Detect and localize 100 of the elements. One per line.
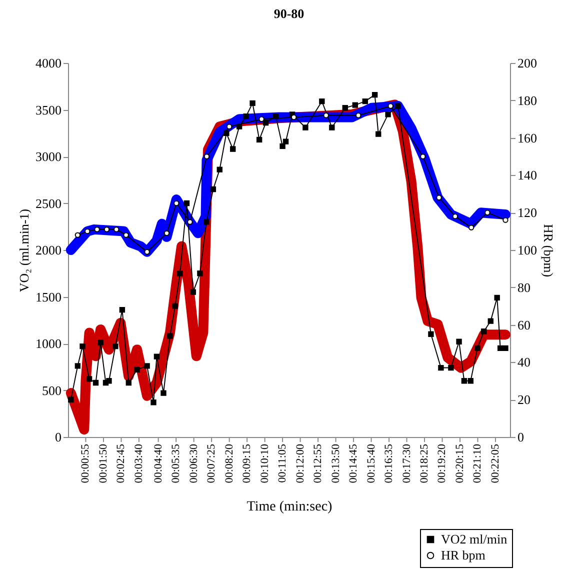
point [488,318,494,324]
y-axis-title: VO₂ (ml.min-1) [16,208,32,292]
point [280,143,286,150]
point [352,102,358,108]
point [94,226,100,232]
chart-title: 90-80 [274,6,304,21]
point [452,214,458,220]
x-tick-label: 00:20:15 [454,444,466,484]
point [84,228,90,234]
point [167,333,173,339]
y2-tick-label: 40 [518,354,530,370]
point [216,166,222,172]
x-tick-label: 00:11:05 [276,444,289,483]
point [172,303,178,309]
point [461,378,468,384]
point [256,136,262,143]
point [204,219,210,225]
point [448,364,454,371]
point [144,363,150,369]
point [154,354,160,360]
x-tick-label: 00:21:10 [472,444,484,484]
point [184,200,190,206]
point [210,186,216,192]
point [164,230,170,236]
point [342,105,348,111]
point [160,390,166,396]
x-tick-label: 00:22:05 [489,444,502,484]
point [123,232,129,238]
point [150,400,156,406]
x-tick-label: 00:17:30 [400,444,413,484]
x-tick-label: 00:15:40 [365,444,378,484]
point [119,306,126,313]
x-tick-label: 00:05:35 [170,444,182,484]
point [243,113,249,120]
point [362,98,368,104]
x-tick-label: 00:12:00 [294,444,306,484]
point [104,226,110,232]
point [250,100,256,106]
point [468,224,474,230]
x-tick-label: 00:01:50 [97,444,110,484]
point [177,270,183,276]
y-tick-label: 500 [42,382,62,398]
y2-tick-label: 20 [518,392,530,408]
x-axis-title: Time (min:sec) [246,500,333,514]
y-tick-label: 3000 [36,149,62,164]
y2-tick-label: 100 [518,242,537,258]
point [323,112,329,118]
point [372,92,378,98]
point [187,219,193,225]
point [86,376,92,382]
y2-tick-label: 160 [518,130,537,146]
point [262,120,269,126]
y-tick-label: 2000 [36,242,62,258]
point [468,378,474,384]
x-tick-label: 00:06:30 [188,444,200,484]
y2-tick-label: 0 [518,430,524,444]
point [98,340,104,346]
y2-tick-label: 80 [518,280,530,295]
point [126,380,132,386]
x-tick-label: 00:00:55 [80,444,92,484]
point [258,116,264,122]
y-tick-label: 1000 [36,336,62,351]
x-tick-label: 00:13:50 [330,444,342,484]
point [502,217,508,223]
x-tick-label: 00:09:15 [241,444,254,484]
point [302,124,308,130]
point [436,194,442,200]
y2-tick-label: 200 [518,56,537,70]
point [106,378,112,384]
point [319,98,325,104]
point [438,364,444,371]
point [80,343,86,350]
y-tick-label: 0 [55,430,62,444]
y-tick-label: 1500 [36,289,62,304]
point [502,345,508,352]
legend-label: VO2 ml/min [441,532,508,546]
y-tick-label: 4000 [36,56,62,70]
point [114,226,120,232]
point [174,200,180,206]
point [388,103,394,109]
y2-tick-label: 60 [518,317,530,332]
point [112,343,118,350]
x-tick-label: 00:08:20 [223,444,236,484]
legend-label: HR bpm [441,548,486,562]
x-tick-label: 00:14:45 [348,444,360,484]
x-tick-label: 00:04:40 [152,444,164,484]
y2-axis-title: HR (bpm) [541,224,556,278]
point [376,131,382,137]
y2-tick-label: 180 [518,92,537,108]
point [190,289,196,295]
x-tick-label: 00:16:35 [383,444,396,484]
point [68,396,74,402]
x-tick-label: 00:03:40 [132,444,145,484]
point [329,124,335,130]
point [74,363,81,369]
point [134,366,140,373]
point [226,124,232,130]
point [230,146,236,152]
point [356,112,362,118]
x-tick-label: 00:19:20 [436,444,448,484]
